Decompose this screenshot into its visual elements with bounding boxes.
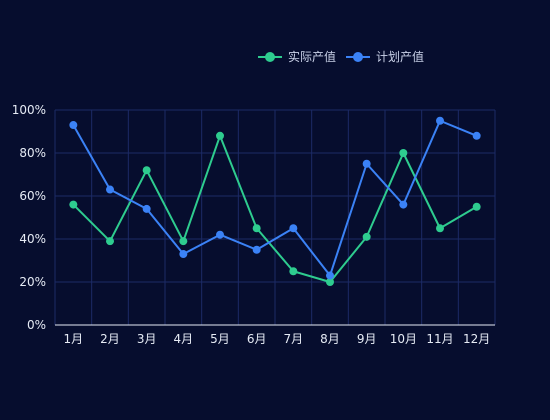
data-point[interactable] <box>106 185 114 194</box>
y-tick-label: 100% <box>12 103 46 117</box>
data-point[interactable] <box>142 204 151 213</box>
data-point[interactable] <box>436 224 444 233</box>
data-point[interactable] <box>179 237 188 246</box>
data-point[interactable] <box>472 202 481 211</box>
data-point[interactable] <box>106 237 114 246</box>
data-point[interactable] <box>216 230 224 239</box>
data-point[interactable] <box>472 131 481 140</box>
series-line <box>72 119 478 277</box>
data-point[interactable] <box>326 278 334 286</box>
data-point[interactable] <box>252 245 261 254</box>
x-tick-label: 5月 <box>210 332 230 346</box>
data-point[interactable] <box>362 159 371 168</box>
x-tick-label: 4月 <box>174 332 194 346</box>
data-point[interactable] <box>69 200 78 209</box>
x-tick-label: 2月 <box>100 332 120 346</box>
x-tick-label: 8月 <box>320 332 340 346</box>
x-tick-label: 12月 <box>463 332 490 346</box>
x-tick-label: 7月 <box>284 332 304 346</box>
x-tick-label: 3月 <box>137 332 157 346</box>
y-tick-label: 60% <box>19 189 46 203</box>
data-point[interactable] <box>362 232 371 241</box>
data-point[interactable] <box>289 267 298 276</box>
data-point[interactable] <box>289 224 298 233</box>
legend-label[interactable]: 实际产值 <box>288 49 336 64</box>
data-point[interactable] <box>69 121 78 130</box>
series-line <box>72 134 478 283</box>
x-tick-label: 11月 <box>426 332 453 346</box>
data-point[interactable] <box>326 271 334 280</box>
legend-marker[interactable] <box>353 52 363 62</box>
data-point[interactable] <box>142 166 151 175</box>
y-tick-label: 40% <box>19 232 46 246</box>
x-tick-label: 10月 <box>390 332 417 346</box>
y-tick-label: 0% <box>27 318 46 332</box>
x-tick-label: 9月 <box>357 332 377 346</box>
data-point[interactable] <box>252 224 261 233</box>
data-point[interactable] <box>216 131 224 140</box>
data-point[interactable] <box>436 116 444 125</box>
data-point[interactable] <box>399 149 408 157</box>
y-tick-label: 20% <box>19 275 46 289</box>
x-tick-label: 1月 <box>64 332 84 346</box>
data-point[interactable] <box>179 250 188 259</box>
legend-marker[interactable] <box>265 52 275 62</box>
legend-label[interactable]: 计划产值 <box>376 49 424 64</box>
data-point[interactable] <box>399 200 408 209</box>
y-tick-label: 80% <box>19 146 46 160</box>
x-tick-label: 6月 <box>247 332 267 346</box>
